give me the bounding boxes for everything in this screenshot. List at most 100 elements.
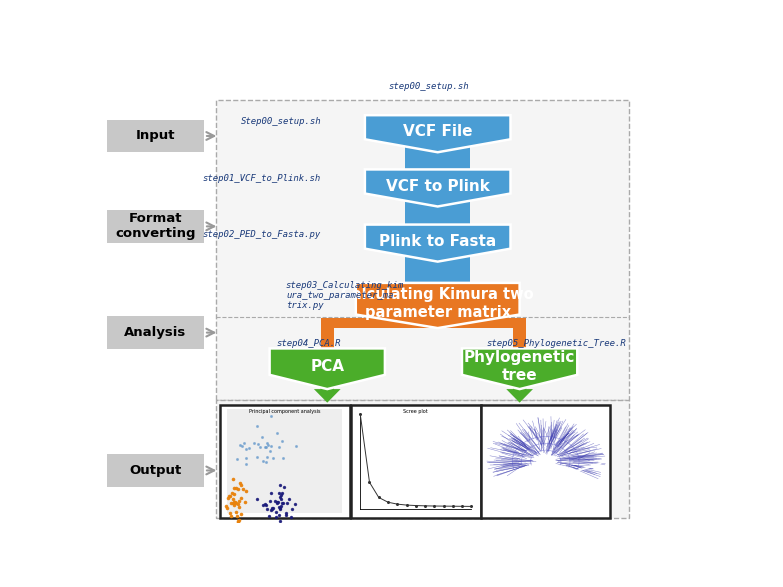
Point (261, 452, 273, 461)
FancyBboxPatch shape (220, 405, 349, 518)
Point (258, 442, 271, 451)
Point (254, 443, 267, 452)
Polygon shape (320, 318, 445, 328)
Point (232, 500, 244, 509)
Point (222, 493, 235, 502)
Point (233, 502, 245, 512)
Point (273, 442, 286, 451)
Point (225, 511, 237, 521)
Point (257, 456, 269, 465)
Point (273, 481, 286, 490)
Point (251, 421, 263, 431)
Text: step03_Calculating_kim
ura_two_parameter_ma
trix.py: step03_Calculating_kim ura_two_parameter… (286, 281, 404, 311)
FancyBboxPatch shape (481, 405, 611, 518)
Point (251, 494, 263, 503)
Text: Format
converting: Format converting (115, 212, 196, 241)
FancyBboxPatch shape (227, 409, 342, 514)
Point (264, 447, 276, 456)
FancyBboxPatch shape (107, 454, 204, 487)
Point (280, 508, 292, 517)
Point (235, 509, 247, 518)
Point (272, 510, 285, 519)
Point (266, 505, 279, 514)
Point (265, 441, 277, 451)
Point (265, 411, 277, 420)
Point (257, 501, 269, 510)
FancyBboxPatch shape (216, 100, 629, 400)
Point (247, 438, 260, 447)
Point (276, 488, 288, 497)
Point (289, 499, 301, 508)
Point (259, 499, 272, 508)
FancyBboxPatch shape (405, 194, 471, 225)
Point (235, 493, 247, 502)
Point (230, 511, 243, 521)
Point (262, 441, 275, 450)
Point (238, 438, 251, 448)
Point (280, 511, 292, 520)
Point (239, 498, 251, 507)
FancyBboxPatch shape (107, 316, 204, 349)
Text: Output: Output (129, 464, 182, 477)
Text: step02_PED_to_Fasta.py: step02_PED_to_Fasta.py (203, 230, 321, 238)
Point (230, 454, 243, 464)
Point (266, 503, 279, 512)
Point (240, 444, 252, 454)
Point (226, 498, 239, 508)
Point (221, 503, 233, 512)
Point (273, 505, 286, 514)
Point (275, 494, 287, 504)
Point (226, 474, 239, 484)
Text: Calculating Kimura two
parameter matrix: Calculating Kimura two parameter matrix (341, 287, 534, 320)
Point (240, 453, 252, 463)
Polygon shape (431, 315, 445, 318)
Point (280, 498, 293, 507)
Point (276, 498, 288, 508)
Point (224, 491, 236, 501)
Point (290, 441, 302, 451)
Point (269, 497, 281, 506)
Polygon shape (365, 225, 511, 262)
Point (229, 498, 241, 507)
Point (264, 497, 276, 506)
Point (240, 487, 252, 496)
Point (271, 498, 283, 507)
Text: PCA: PCA (310, 359, 345, 374)
Text: Phylogenetic
tree: Phylogenetic tree (464, 350, 576, 383)
Point (256, 433, 269, 442)
Point (227, 489, 240, 498)
FancyBboxPatch shape (216, 400, 629, 518)
Point (236, 485, 249, 494)
Point (225, 498, 237, 508)
Point (265, 488, 277, 497)
FancyBboxPatch shape (351, 405, 481, 518)
Point (229, 484, 242, 493)
Point (267, 503, 280, 512)
Point (234, 440, 247, 449)
Point (220, 501, 233, 511)
Point (273, 517, 286, 526)
FancyBboxPatch shape (405, 139, 471, 170)
Point (227, 500, 240, 510)
Point (223, 491, 236, 500)
Point (251, 439, 264, 448)
Point (232, 517, 244, 527)
Point (230, 507, 243, 517)
Polygon shape (431, 315, 445, 318)
Point (260, 500, 272, 510)
Point (271, 498, 283, 508)
Point (276, 453, 289, 463)
Text: step01_VCF_to_Plink.sh: step01_VCF_to_Plink.sh (203, 174, 321, 183)
Point (233, 497, 246, 506)
Point (277, 498, 290, 508)
Point (235, 480, 247, 489)
Text: Principal component analysis: Principal component analysis (249, 409, 320, 413)
Point (262, 511, 275, 521)
Text: Step00_setup.sh: Step00_setup.sh (240, 117, 321, 126)
Point (269, 512, 282, 522)
Point (232, 517, 244, 526)
Polygon shape (355, 283, 520, 328)
Point (227, 494, 240, 503)
Point (236, 441, 248, 451)
Point (272, 488, 285, 497)
